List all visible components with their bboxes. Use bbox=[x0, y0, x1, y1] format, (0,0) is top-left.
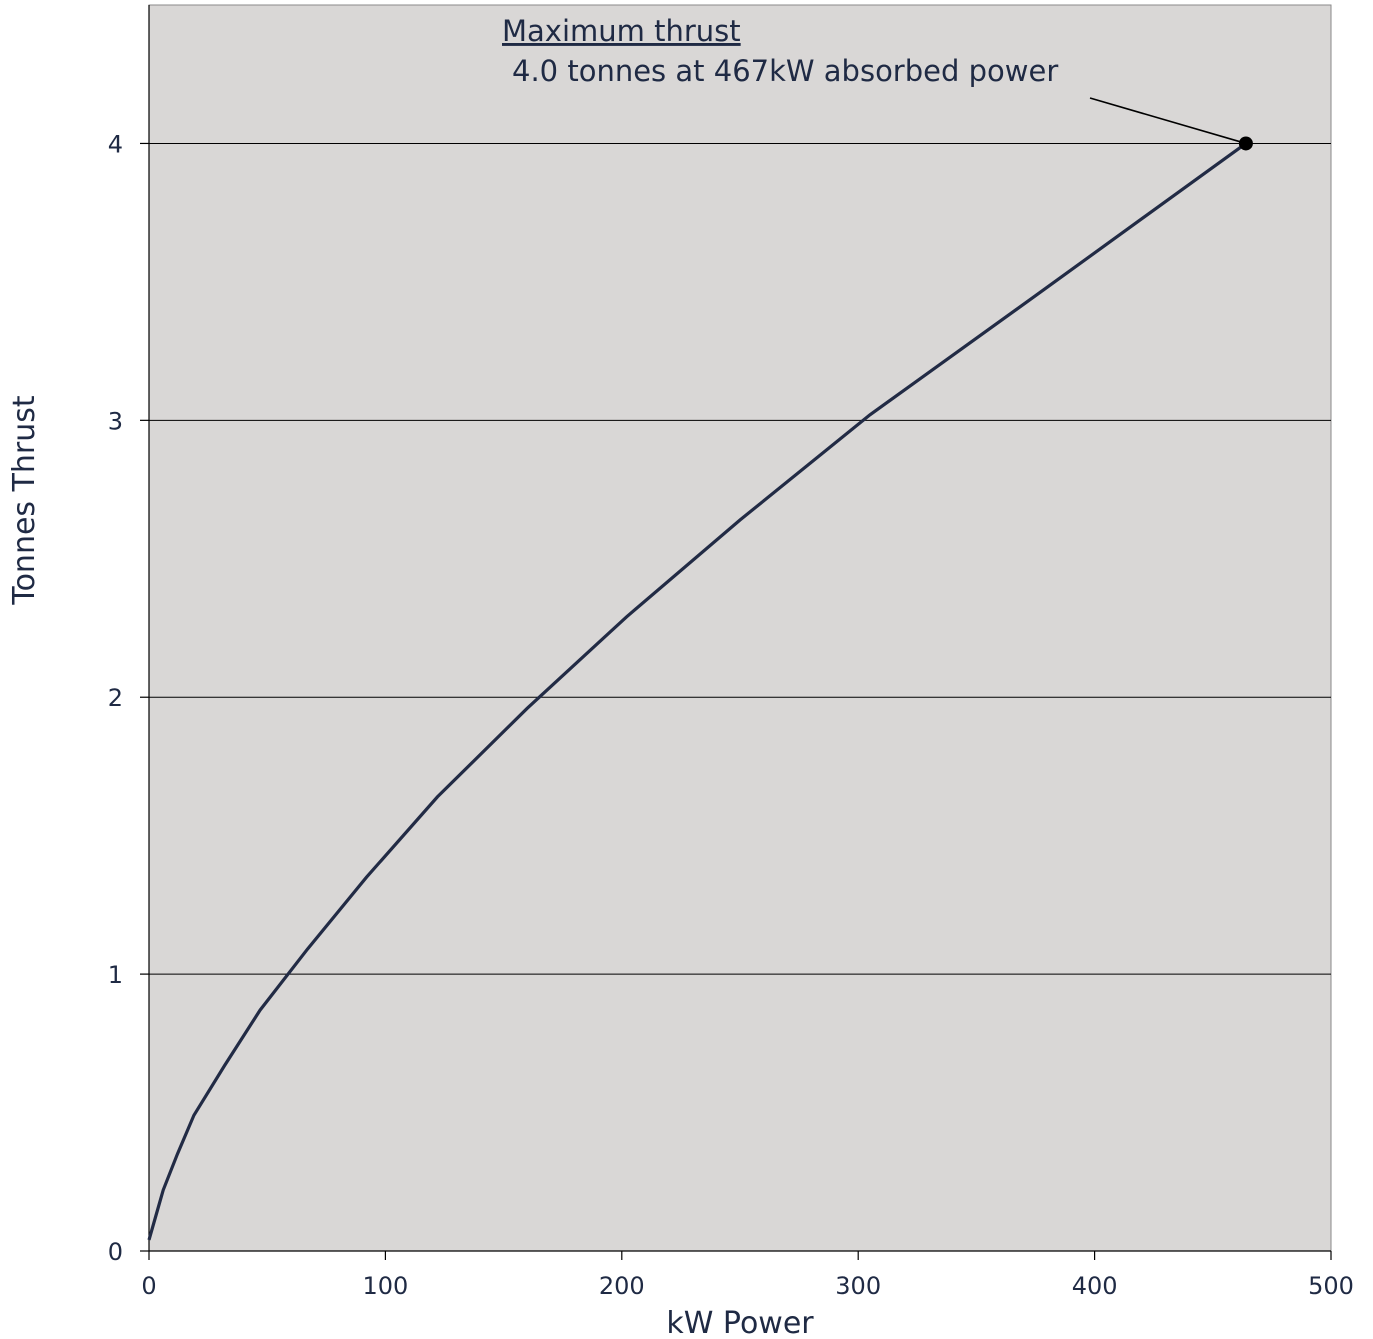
annotation-leader-line bbox=[1089, 97, 1247, 145]
y-tick-label: 1 bbox=[108, 961, 123, 989]
x-axis-title: kW Power bbox=[666, 1306, 814, 1339]
plot-area bbox=[148, 4, 1332, 1252]
y-axis-title: Tonnes Thrust bbox=[7, 395, 42, 606]
annotation-title: Maximum thrust bbox=[502, 14, 741, 48]
y-tick-label: 4 bbox=[108, 130, 123, 158]
x-tick-label: 400 bbox=[1072, 1272, 1118, 1300]
y-tick-label: 3 bbox=[108, 407, 123, 435]
x-tick-label: 0 bbox=[141, 1272, 156, 1300]
y-tick-label: 0 bbox=[108, 1238, 123, 1266]
x-axis-ticks: 0 100 200 300 400 500 bbox=[141, 1251, 1354, 1300]
gridlines bbox=[149, 142, 1331, 975]
x-tick-label: 100 bbox=[362, 1272, 408, 1300]
annotation-text: 4.0 tonnes at 467kW absorbed power bbox=[512, 54, 1058, 88]
thrust-series-line bbox=[147, 142, 1247, 1241]
y-axis-ticks: 0 1 2 3 4 bbox=[108, 130, 149, 1266]
x-tick-label: 500 bbox=[1308, 1272, 1354, 1300]
max-thrust-point bbox=[1238, 136, 1253, 151]
y-tick-label: 2 bbox=[108, 684, 123, 712]
x-tick-label: 200 bbox=[599, 1272, 645, 1300]
x-tick-label: 300 bbox=[835, 1272, 881, 1300]
axes bbox=[148, 5, 1331, 1252]
